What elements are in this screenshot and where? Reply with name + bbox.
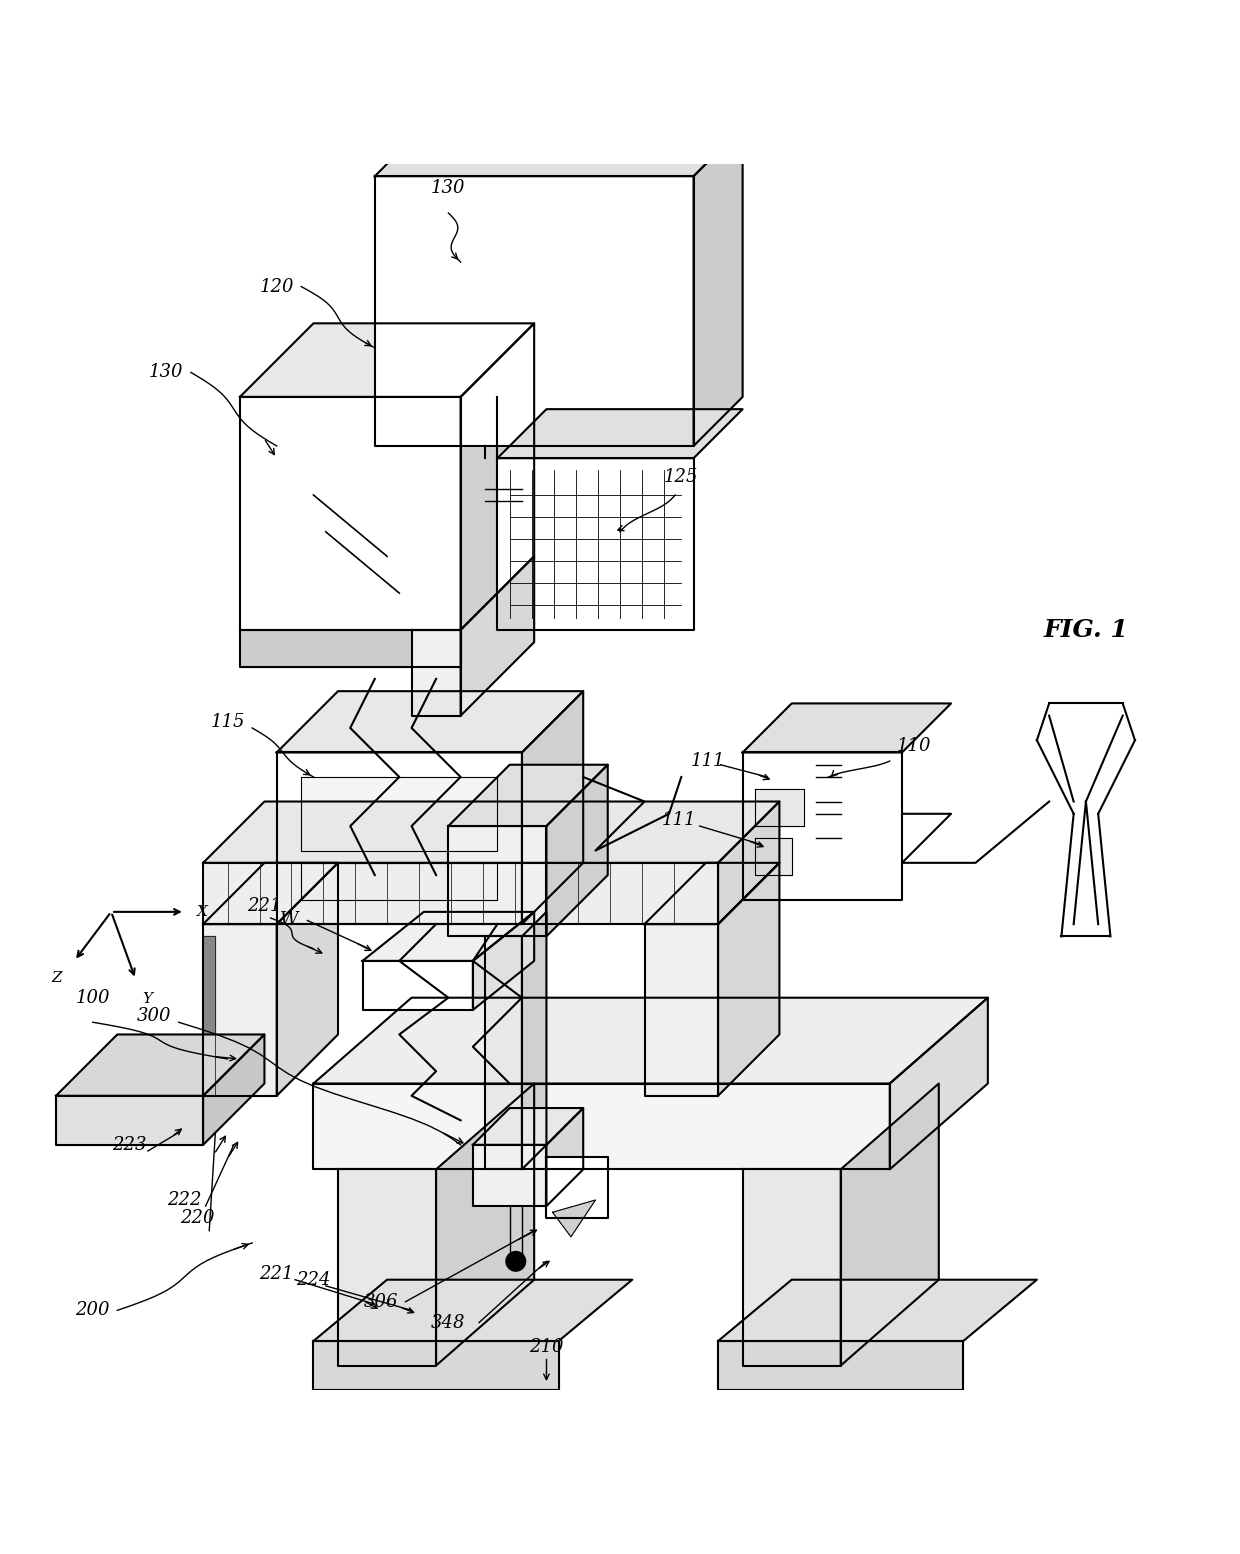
Polygon shape [755, 838, 791, 875]
Text: 100: 100 [76, 988, 110, 1007]
Polygon shape [755, 789, 804, 827]
Polygon shape [277, 862, 339, 1096]
Polygon shape [718, 1341, 963, 1391]
Polygon shape [841, 1083, 939, 1366]
Polygon shape [374, 127, 743, 176]
Text: Y: Y [141, 991, 153, 1005]
Polygon shape [203, 925, 277, 1096]
Text: 224: 224 [296, 1271, 331, 1288]
Circle shape [506, 1251, 526, 1271]
Polygon shape [743, 1169, 841, 1366]
Polygon shape [472, 912, 534, 1010]
Polygon shape [743, 752, 901, 900]
Text: 111: 111 [691, 752, 725, 771]
Text: 221: 221 [247, 897, 281, 915]
Polygon shape [449, 827, 547, 937]
Text: Z: Z [52, 971, 62, 985]
Text: 115: 115 [211, 713, 244, 730]
Polygon shape [56, 1096, 203, 1145]
Polygon shape [239, 323, 534, 396]
Polygon shape [472, 1145, 547, 1206]
Polygon shape [56, 1035, 264, 1096]
Polygon shape [339, 1169, 436, 1366]
Polygon shape [497, 458, 693, 629]
Polygon shape [693, 127, 743, 446]
Polygon shape [890, 998, 988, 1169]
Polygon shape [314, 1341, 559, 1391]
Polygon shape [718, 1279, 1037, 1341]
Polygon shape [743, 704, 951, 752]
Polygon shape [472, 1108, 583, 1145]
Polygon shape [460, 323, 534, 629]
Polygon shape [718, 862, 780, 1096]
Polygon shape [485, 937, 522, 1169]
Text: 200: 200 [76, 1301, 110, 1319]
Text: 130: 130 [149, 364, 184, 381]
Polygon shape [362, 912, 534, 960]
Text: 306: 306 [363, 1293, 398, 1310]
Polygon shape [203, 1035, 264, 1145]
Polygon shape [203, 802, 780, 862]
Text: 222: 222 [167, 1190, 202, 1209]
Polygon shape [547, 765, 608, 937]
Text: 110: 110 [897, 737, 931, 755]
Polygon shape [374, 176, 693, 446]
Polygon shape [645, 925, 718, 1096]
Polygon shape [239, 629, 460, 667]
Text: 220: 220 [180, 1209, 215, 1228]
Polygon shape [239, 396, 460, 629]
Text: 111: 111 [662, 811, 696, 828]
Polygon shape [497, 409, 743, 458]
Text: 223: 223 [113, 1136, 146, 1153]
Polygon shape [203, 937, 216, 1096]
Polygon shape [718, 802, 780, 925]
Polygon shape [301, 777, 497, 850]
Text: FIG. 1: FIG. 1 [1044, 618, 1128, 642]
Polygon shape [203, 862, 718, 925]
Polygon shape [645, 862, 780, 925]
Polygon shape [449, 765, 608, 827]
Polygon shape [547, 1158, 608, 1218]
Text: X: X [197, 904, 208, 918]
Polygon shape [553, 1200, 595, 1237]
Polygon shape [314, 998, 988, 1083]
Text: W: W [280, 912, 298, 929]
Polygon shape [412, 629, 460, 716]
Polygon shape [314, 1083, 890, 1169]
Text: 210: 210 [529, 1338, 564, 1357]
Text: 125: 125 [665, 468, 698, 485]
Polygon shape [436, 1083, 534, 1366]
Polygon shape [522, 912, 547, 1169]
Polygon shape [547, 1108, 583, 1206]
Text: 300: 300 [136, 1007, 171, 1026]
Polygon shape [522, 692, 583, 925]
Text: 130: 130 [432, 179, 465, 197]
Polygon shape [277, 692, 583, 752]
Polygon shape [277, 752, 522, 925]
Polygon shape [301, 862, 497, 900]
Text: 348: 348 [432, 1313, 465, 1332]
Text: 221: 221 [259, 1265, 294, 1282]
Polygon shape [203, 862, 339, 925]
Polygon shape [460, 556, 534, 716]
Polygon shape [314, 1279, 632, 1341]
Text: 120: 120 [259, 278, 294, 295]
Polygon shape [362, 960, 472, 1010]
